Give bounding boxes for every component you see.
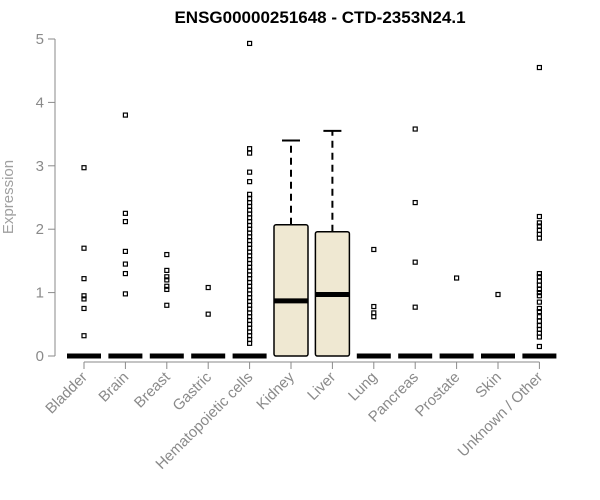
box-body: [273, 224, 309, 357]
outlier-point: [247, 179, 253, 185]
box-lung: [356, 246, 391, 359]
outlier-point: [371, 246, 377, 253]
outlier-point: [81, 296, 87, 302]
box-brain: [108, 112, 143, 359]
outlier-point: [536, 305, 543, 312]
x-tick-label: Brain: [95, 369, 132, 406]
outlier-point: [412, 126, 418, 132]
y-tick-label: 1: [36, 285, 44, 302]
y-axis-label: Expression: [0, 160, 17, 234]
outlier-point: [536, 290, 543, 296]
outlier-point: [122, 218, 129, 225]
outlier-point: [164, 283, 170, 289]
outlier-point: [454, 275, 460, 281]
outlier-point: [536, 213, 543, 220]
outlier-point: [81, 293, 87, 299]
outlier-point: [247, 340, 253, 346]
outlier-point: [247, 191, 253, 197]
box-breast: [149, 251, 184, 359]
outlier-point: [536, 293, 543, 299]
outlier-point: [122, 270, 129, 277]
y-axis: 0 1 2 3 4 5: [36, 31, 56, 365]
outlier-point: [412, 259, 418, 265]
outlier-point: [81, 165, 87, 171]
outlier-point: [247, 150, 253, 156]
outlier-point: [536, 309, 543, 315]
x-tick-label: Lung: [345, 369, 381, 405]
y-tick-label: 2: [36, 221, 44, 238]
outlier-point: [81, 245, 87, 251]
outlier-point: [164, 277, 170, 283]
outlier-point: [81, 305, 87, 312]
outlier-point: [205, 311, 211, 317]
outlier-point: [536, 64, 543, 71]
outlier-point: [122, 210, 129, 216]
x-tick-label: Kidney: [253, 368, 298, 413]
x-tick-label: Prostate: [412, 369, 464, 421]
outlier-point: [81, 276, 87, 282]
y-tick-label: 0: [36, 348, 44, 365]
x-tick-label: Breast: [131, 368, 174, 411]
chart-title: ENSG00000251648 - CTD-2353N24.1: [174, 8, 465, 27]
outlier-point: [536, 235, 543, 241]
outlier-point: [164, 302, 170, 308]
box-bladder: [67, 165, 101, 359]
y-tick-label: 5: [36, 31, 44, 48]
box-group: [67, 40, 557, 359]
outlier-point: [371, 303, 377, 310]
outlier-point: [536, 299, 543, 305]
outlier-point: [122, 261, 129, 267]
outlier-point: [247, 40, 253, 47]
outlier-point: [247, 146, 253, 152]
outlier-point: [164, 267, 170, 274]
outlier-point: [536, 220, 543, 226]
x-tick-label: Liver: [304, 369, 339, 404]
outlier-point: [164, 274, 170, 280]
outlier-point: [536, 314, 543, 320]
x-tick-label: Bladder: [42, 369, 91, 418]
x-tick-label: Skin: [472, 369, 505, 402]
outlier-point: [412, 199, 418, 206]
outlier-point: [536, 334, 543, 340]
outlier-point: [164, 251, 170, 258]
outlier-point: [536, 318, 543, 324]
outlier-point: [247, 169, 253, 175]
y-tick-label: 3: [36, 158, 44, 175]
box-hematopoietic-cells: [232, 40, 267, 359]
box-unknown-other: [522, 64, 557, 359]
y-tick-label: 4: [36, 94, 44, 111]
box-gastric: [191, 284, 226, 359]
box-liver: [314, 129, 351, 357]
outlier-point: [122, 291, 129, 297]
outlier-point: [205, 284, 211, 291]
outlier-point: [164, 286, 170, 293]
outlier-point: [122, 112, 129, 118]
outlier-point: [536, 286, 543, 293]
box-kidney: [273, 139, 309, 357]
outlier-point: [536, 270, 543, 277]
outlier-point: [536, 343, 543, 350]
outlier-point: [122, 248, 129, 254]
outlier-point: [81, 333, 87, 339]
box-skin: [481, 291, 515, 359]
outlier-point: [412, 304, 418, 310]
outlier-point: [371, 314, 377, 320]
box-prostate: [439, 275, 474, 359]
box-pancreas: [398, 126, 433, 359]
outlier-point: [495, 291, 501, 298]
